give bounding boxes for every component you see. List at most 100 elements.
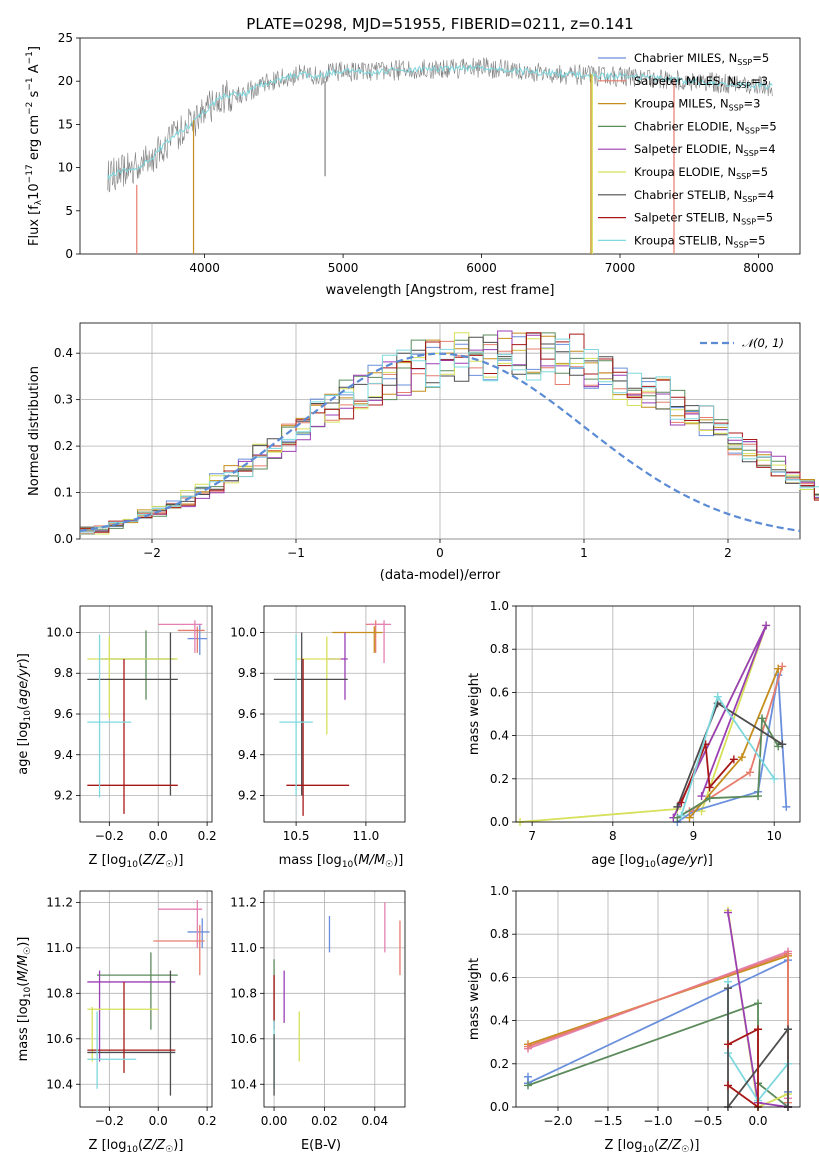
residual-histogram — [80, 338, 819, 533]
ageweight-xlabel: age [log10(age/yr)] — [591, 853, 713, 870]
age_vs_weight-ytick-label: 0.4 — [490, 729, 509, 743]
age_vs_weight-point-marker — [774, 664, 783, 673]
legend-label-sub: SSP — [736, 81, 751, 90]
spectrum-legend: Chabrier MILES, NSSP=5 Salpeter MILES, NS… — [598, 51, 777, 249]
Z_vs_mass-panel: −0.2 0.0 0.2 10.4 10.6 10.8 11.0 11.2 — [46, 890, 217, 1128]
legend-label-tail: =5 — [760, 119, 777, 133]
spectrum-ytick-label: 15 — [58, 117, 73, 131]
age_vs_weight-point-marker — [778, 662, 787, 671]
legend-label: Salpeter ELODIE, NSSP=4 — [634, 142, 776, 158]
Z_vs_weight-point-marker — [724, 908, 732, 917]
age_vs_weight-point-marker — [745, 768, 754, 777]
age_vs_weight-point-marker — [697, 792, 706, 801]
Z_vs_mass-ytick-label: 10.4 — [46, 1077, 73, 1091]
age_vs_weight-ytick-label: 0.6 — [490, 685, 509, 699]
Z_vs_age-ytick-label: 9.2 — [54, 789, 73, 803]
age_vs_weight-point-marker — [705, 783, 714, 792]
Z_vs_weight-point-marker — [724, 1081, 732, 1090]
zweight-xlabel: Z [log10(Z/Z☉)] — [605, 1138, 700, 1155]
age_vs_weight-point-marker — [729, 755, 738, 764]
Z_vs_weight-xtick-label: −0.5 — [693, 1114, 722, 1128]
Z_vs_weight-point-marker — [724, 1040, 732, 1049]
age_vs_weight-point-marker — [758, 714, 767, 723]
Z_vs_weight-ytick-label: 0.2 — [490, 1057, 509, 1071]
age_vs_weight-point-marker — [754, 792, 763, 801]
Z_vs_weight-ytick-label: 0.4 — [490, 1014, 509, 1028]
mass_vs_age-panel: 10.5 11.0 9.2 9.4 9.6 9.8 10.0 — [230, 605, 406, 843]
ebv_vs_mass-ytick-label: 11.0 — [230, 941, 257, 955]
legend-label-tail: =4 — [759, 142, 776, 156]
legend-label-sub: SSP — [741, 218, 756, 227]
age_vs_weight-xtick-label: 10 — [767, 829, 782, 843]
residual-xtick-label: −2 — [143, 546, 161, 560]
Z_vs_mass-frame — [79, 890, 213, 1108]
ebv_vs_mass-ytick-label: 10.6 — [230, 1032, 257, 1046]
Z_vs_age-xtick-label: −0.2 — [95, 829, 124, 843]
residual-ytick-label: 0.3 — [54, 393, 73, 407]
spectrum-xtick-label: 4000 — [189, 261, 220, 275]
legend-label-tail: =3 — [751, 74, 768, 88]
legend-label-tail: =3 — [744, 97, 761, 111]
age_vs_weight-point-marker — [673, 813, 682, 822]
residual-xtick-label: 1 — [580, 546, 588, 560]
legend-label-tail: =5 — [752, 51, 769, 65]
age_vs_weight-point-marker — [677, 798, 686, 807]
residual-xtick-label: 2 — [724, 546, 732, 560]
Z_vs_mass-ytick-label: 11.2 — [46, 895, 73, 909]
spectrum-panel: wavelength [Angstrom, rest frame] Flux [… — [25, 31, 801, 298]
legend-label: Kroupa ELODIE, NSSP=5 — [634, 165, 768, 181]
residual-ytick-label: 0.0 — [54, 532, 73, 546]
Z_vs_mass-xtick-label: 0.0 — [149, 1114, 168, 1128]
spectrum-ytick-label: 0 — [65, 247, 73, 261]
ebv_vs_mass-ytick-label: 11.2 — [230, 895, 257, 909]
Z_vs_weight-point-marker — [754, 999, 762, 1008]
residual-ytick-label: 0.4 — [54, 346, 73, 360]
Z_vs_weight-ytick-label: 1.0 — [490, 884, 509, 898]
spectrum-ylabel: Flux [fλ10−17 erg cm−2 s−1 A−1] — [25, 46, 44, 246]
ebv_vs_mass-frame — [263, 890, 406, 1108]
Z_vs_age-xtick-label: 0.0 — [149, 829, 168, 843]
zage-xlabel: Z [log10(Z/Z☉)] — [89, 853, 184, 870]
Z_vs_mass-ytick-label: 11.0 — [46, 941, 73, 955]
age_vs_weight-point-marker — [762, 621, 771, 630]
legend-label-sub: SSP — [729, 104, 744, 113]
mass_vs_age-ytick-label: 9.2 — [238, 789, 257, 803]
legend-label-sub: SSP — [742, 195, 757, 204]
Z_vs_weight-point-marker — [524, 1081, 532, 1090]
age_vs_weight-ytick-label: 0.8 — [490, 642, 509, 656]
age_vs_weight-point-marker — [737, 753, 746, 762]
zmass-xlabel: Z [log10(Z/Z☉)] — [89, 1138, 184, 1155]
normal-legend-label: 𝒩(0, 1) — [742, 336, 784, 350]
Z_vs_weight-ytick-label: 0.6 — [490, 970, 509, 984]
axis-labels-lower: Z [log10(Z/Z☉)] age [log10(age/yr)] mass… — [16, 653, 713, 1155]
Z_vs_mass-xtick-label: 0.2 — [198, 1114, 217, 1128]
legend-label-sub: SSP — [736, 172, 751, 181]
Z_vs_age-ytick-label: 10.0 — [46, 625, 73, 639]
residual-xtick-label: −1 — [287, 546, 305, 560]
spectrum-xlabel: wavelength [Angstrom, rest frame] — [326, 283, 555, 298]
legend-label: Salpeter STELIB, NSSP=5 — [634, 211, 773, 227]
ebv_vs_mass-ytick-label: 10.4 — [230, 1077, 257, 1091]
spectrum-ticks: 4000 5000 6000 7000 8000 0 5 10 15 20 25 — [58, 31, 774, 275]
age_vs_weight-panel: 7 8 9 10 0.0 0.2 0.4 0.6 0.8 1.0 — [490, 599, 801, 843]
spectrum-xtick-label: 6000 — [466, 261, 497, 275]
Z_vs_mass-ytick-label: 10.6 — [46, 1032, 73, 1046]
residual-panel: −2 −1 0 1 2 0.0 0.1 0.2 0.3 0.4 (data-model)/erro… — [27, 322, 819, 583]
Z_vs_weight-series-line — [727, 1027, 759, 1109]
age_vs_weight-xtick-label: 8 — [609, 829, 617, 843]
residual-ticks: −2 −1 0 1 2 0.0 0.1 0.2 0.3 0.4 — [54, 346, 732, 560]
spectrum-xtick-label: 8000 — [743, 261, 774, 275]
legend-label-sub: SSP — [737, 58, 752, 67]
residual-xtick-label: 0 — [436, 546, 444, 560]
residual-ytick-label: 0.1 — [54, 486, 73, 500]
legend-label-tail: =5 — [749, 233, 766, 247]
ebv_vs_mass-ytick-label: 10.8 — [230, 986, 257, 1000]
spectrum-lines — [107, 57, 773, 254]
residual-ytick-label: 0.2 — [54, 439, 73, 453]
legend-label: Chabrier ELODIE, NSSP=5 — [634, 119, 777, 135]
ebv_vs_mass-xtick-label: 0.00 — [261, 1114, 288, 1128]
age_vs_weight-point-marker — [774, 742, 783, 751]
parameter-panels: −0.2 0.0 0.2 9.2 9.4 9.6 9.8 10.0 10.5 11.0 9.2 9.4… — [46, 599, 801, 1128]
spectrum-frame — [79, 37, 801, 255]
age_vs_weight-ytick-label: 0.0 — [490, 815, 509, 829]
